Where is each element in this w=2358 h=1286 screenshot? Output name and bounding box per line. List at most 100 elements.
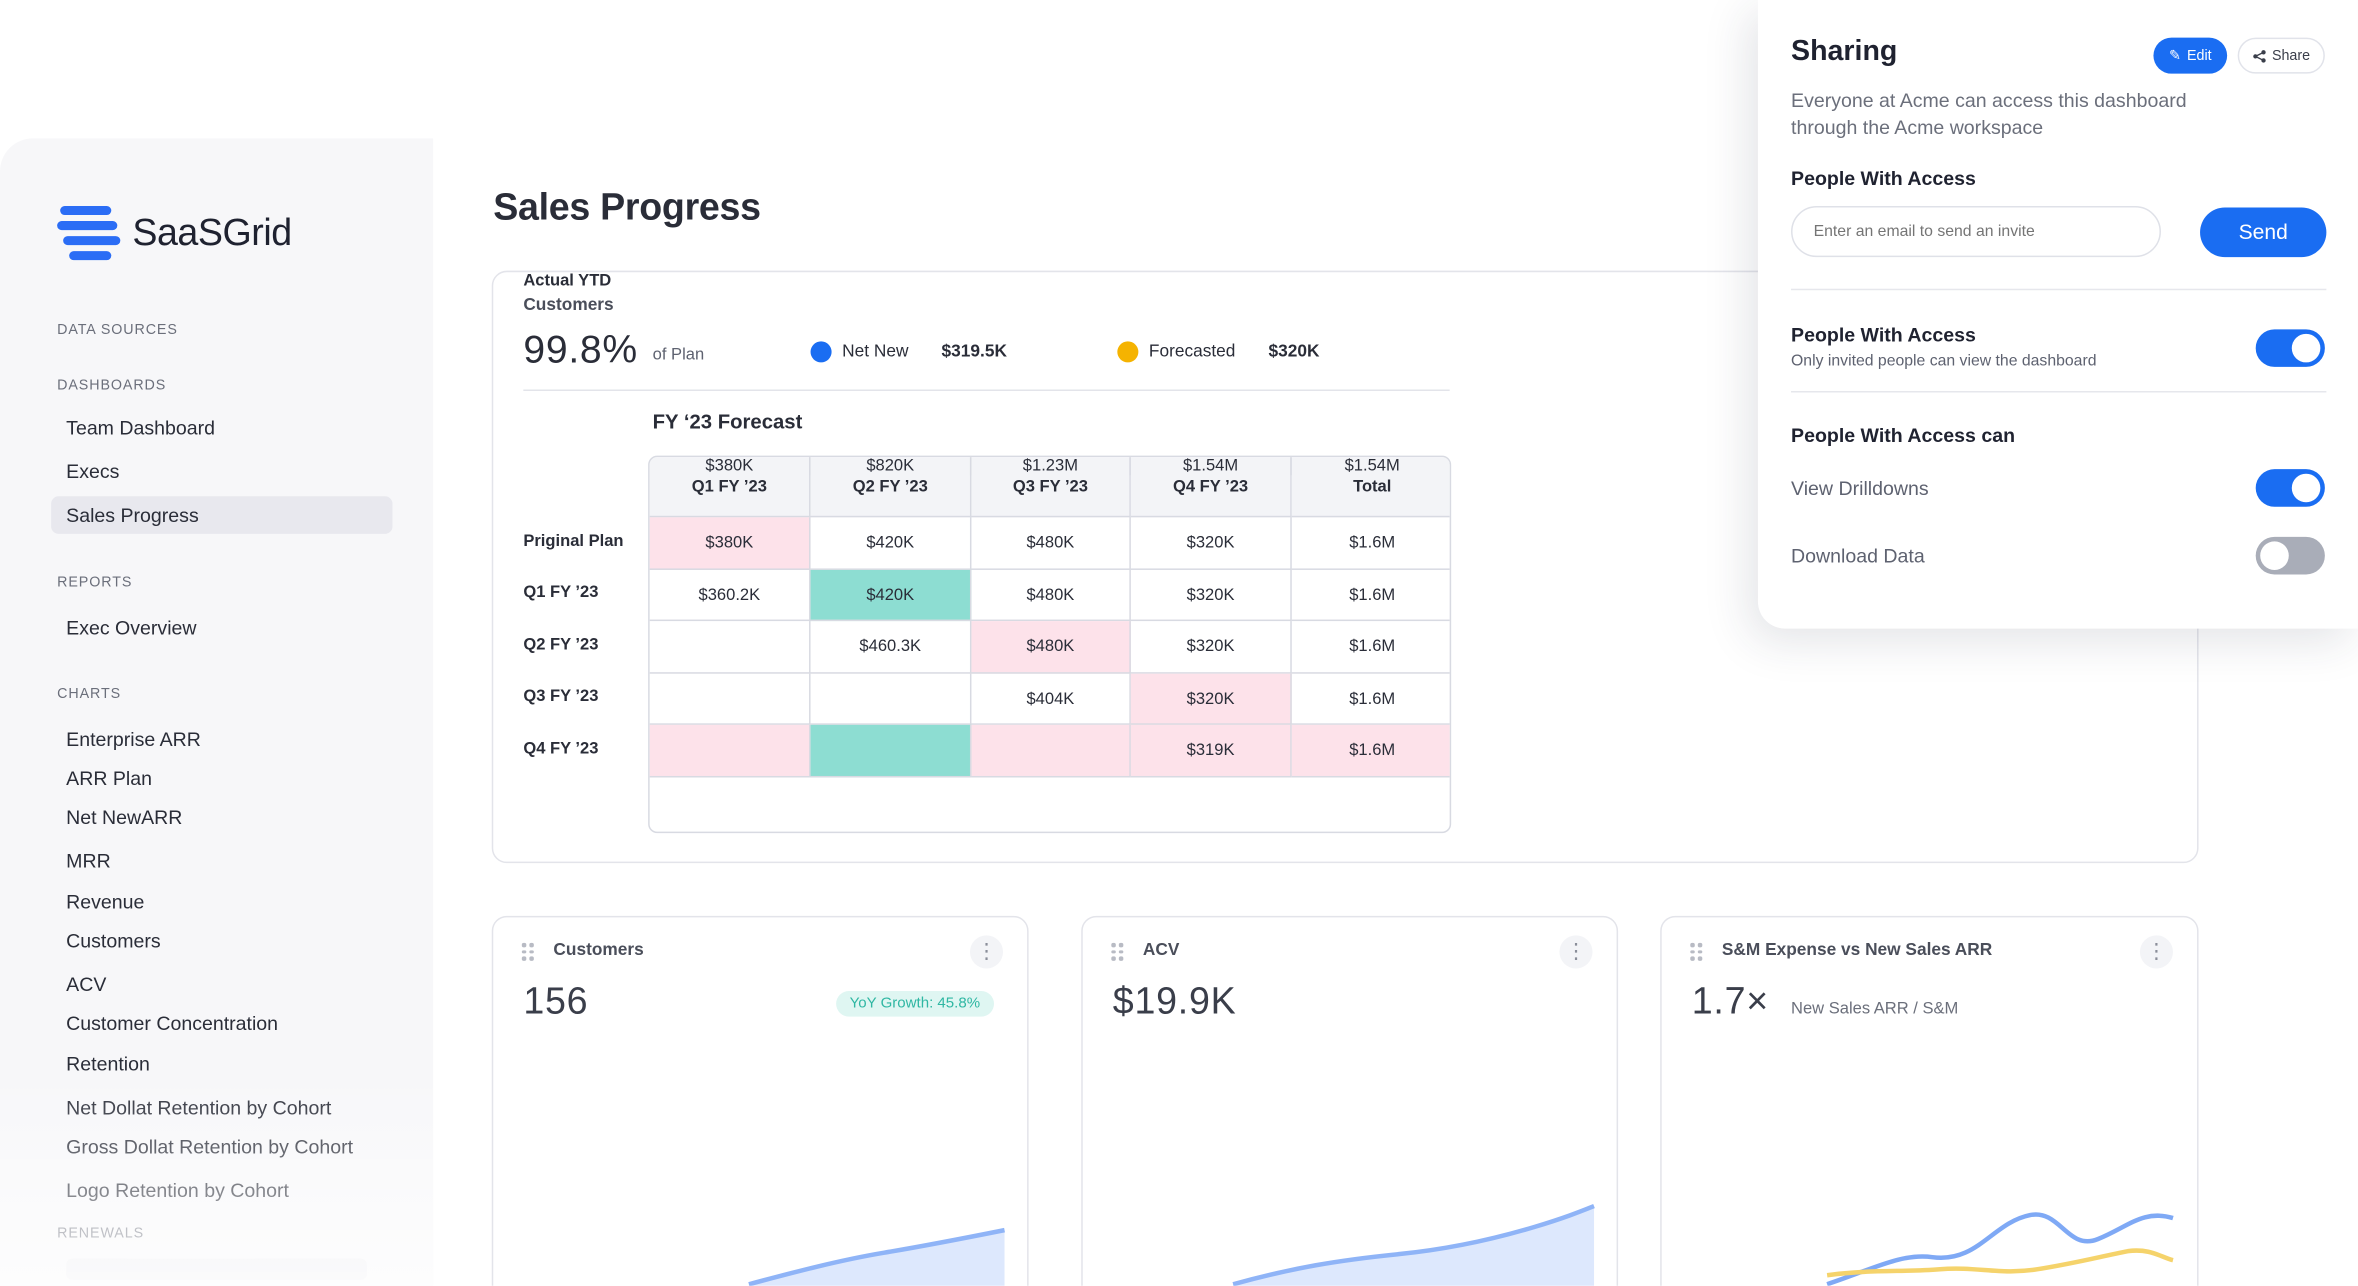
email-invite-input[interactable] [1791, 206, 2161, 258]
drag-handle-icon[interactable] [521, 942, 537, 961]
table-cell: $1.54M [1344, 457, 1400, 476]
table-cell: $320K [1130, 621, 1292, 674]
sidebar-item-customer-concentration[interactable]: Customer Concentration [66, 1012, 279, 1035]
divider [1791, 390, 2327, 393]
sm-expense-chart [1826, 1212, 2174, 1286]
card-title: ACV [1142, 941, 1180, 960]
people-with-access-toggle[interactable] [2255, 329, 2325, 367]
view-drilldowns-toggle[interactable] [2255, 469, 2325, 507]
logo[interactable]: SaaSGrid [57, 206, 292, 261]
view-drilldowns-label: View Drilldowns [1791, 476, 1929, 500]
section-data-sources[interactable]: DATA SOURCES [57, 321, 178, 339]
sidebar-item-gross-dollar-retention[interactable]: Gross Dollat Retention by Cohort [66, 1135, 354, 1158]
sidebar-item-sales-progress[interactable]: Sales Progress [51, 496, 393, 534]
share-button[interactable]: Share [2237, 37, 2325, 74]
table-cell: $380K [650, 457, 811, 476]
table-cell: $360.2K [649, 569, 811, 622]
column-header: Q3 FY ’23 [971, 457, 1131, 518]
sm-expense-line [1826, 1248, 2174, 1278]
table-cell: $320K [1130, 569, 1292, 622]
more-options-icon[interactable]: ⋮ [1559, 935, 1593, 969]
card-value: 1.7× [1691, 980, 1770, 1023]
acv-sparkline [1232, 1203, 1595, 1286]
table-cell [810, 724, 972, 778]
table-cell: $404K [971, 673, 1131, 725]
table-cell: $1.54M [1131, 457, 1292, 476]
sidebar-item-net-new-arr[interactable]: Net NewARR [66, 806, 183, 829]
drag-handle-icon[interactable] [1111, 942, 1126, 961]
sidebar-item-exec-overview[interactable]: Exec Overview [66, 616, 197, 640]
summary-sub: of Plan [652, 345, 705, 364]
row-label: Q1 FY ’23 [523, 583, 599, 602]
table-cell: $480K [971, 517, 1131, 570]
divider [523, 389, 1450, 391]
forecast-title: FY ‘23 Forecast [652, 410, 803, 434]
sidebar-item-logo-retention[interactable]: Logo Retention by Cohort [66, 1178, 289, 1202]
sidebar-item-execs[interactable]: Execs [66, 460, 120, 483]
legend-label-forecasted: Forecasted [1148, 342, 1236, 361]
sidebar-item-enterprise-arr[interactable]: Enterprise ARR [66, 727, 201, 751]
table-cell: $319K [1130, 724, 1292, 778]
legend-value-net-new: $319.5K [941, 342, 1007, 361]
table-cell [649, 724, 811, 778]
table-cell: $1.6M [1291, 724, 1450, 778]
sidebar-item-team-dashboard[interactable]: Team Dashboard [66, 416, 216, 440]
table-cell: $420K [810, 517, 972, 570]
divider [1791, 288, 2327, 291]
customers-card: Customers ⋮ 156 YoY Growth: 45.8% [491, 915, 1029, 1286]
row-label: Actual YTD [523, 272, 612, 291]
legend-net-new: Net New $319.5K [810, 341, 1007, 363]
row-label: Q2 FY ’23 [523, 635, 599, 654]
pencil-icon: ✎ [2168, 47, 2181, 64]
table-cell [971, 724, 1131, 778]
column-header: Q4 FY ’23 [1130, 457, 1292, 518]
sidebar-item-mrr[interactable]: MRR [66, 849, 111, 873]
edit-label: Edit [2186, 47, 2212, 64]
download-data-label: Download Data [1791, 544, 1925, 567]
page-title: Sales Progress [493, 186, 761, 229]
sidebar-item-revenue[interactable]: Revenue [66, 890, 145, 913]
sparkline-line [1232, 1203, 1595, 1286]
more-options-icon[interactable]: ⋮ [2139, 935, 2173, 969]
edit-button[interactable]: ✎ Edit [2153, 37, 2228, 74]
card-title: S&M Expense vs New Sales ARR [1721, 941, 1993, 960]
table-cell [810, 673, 972, 725]
table-cell: $820K [811, 457, 972, 476]
sm-expense-card: S&M Expense vs New Sales ARR ⋮ 1.7× New … [1660, 915, 2199, 1286]
legend-label-net-new: Net New [842, 342, 909, 361]
sidebar-item-net-dollar-retention[interactable]: Net Dollat Retention by Cohort [66, 1096, 332, 1119]
legend-forecasted: Forecasted $320K [1117, 341, 1319, 363]
send-button[interactable]: Send [2200, 207, 2327, 258]
row-label: Priginal Plan [523, 531, 624, 550]
card-value: $19.9K [1112, 980, 1237, 1023]
summary-label: Customers [523, 296, 614, 315]
table-cell: $1.6M [1291, 674, 1450, 725]
permissions-heading: People With Access can [1791, 424, 2016, 447]
section-reports[interactable]: REPORTS [57, 574, 133, 591]
table-cell: $480K [971, 621, 1131, 674]
sharing-description: Everyone at Acme can access this dashboa… [1791, 88, 2187, 138]
sidebar-item-arr-plan[interactable]: ARR Plan [66, 766, 153, 790]
drag-handle-icon[interactable] [1690, 942, 1705, 961]
section-renewals[interactable]: RENEWALS [57, 1225, 145, 1243]
table-cell: $1.6M [1291, 621, 1450, 674]
summary-value: 99.8% [523, 326, 638, 372]
table-cell: $460.3K [810, 621, 972, 674]
section-charts[interactable]: CHARTS [57, 685, 122, 703]
legend-dot-net-new [810, 341, 832, 363]
sidebar: SaaSGrid DATA SOURCES DASHBOARDS Team Da… [0, 138, 434, 1286]
yoy-growth-badge: YoY Growth: 45.8% [836, 991, 994, 1017]
table-cell: $420K [810, 569, 972, 622]
sidebar-item-customers[interactable]: Customers [66, 929, 161, 952]
sidebar-item-retention[interactable]: Retention [66, 1052, 150, 1076]
table-cell: $380K [649, 517, 811, 570]
access-toggle-label: People With Access [1791, 323, 1976, 346]
logo-text: SaaSGrid [132, 211, 292, 254]
download-data-toggle[interactable] [2255, 536, 2325, 575]
sidebar-item-acv[interactable]: ACV [66, 972, 107, 996]
more-options-icon[interactable]: ⋮ [969, 935, 1004, 969]
share-label: Share [2271, 47, 2311, 64]
access-toggle-sub: Only invited people can view the dashboa… [1791, 351, 2097, 370]
customers-sparkline [748, 1227, 1005, 1286]
section-dashboards[interactable]: DASHBOARDS [57, 377, 167, 394]
